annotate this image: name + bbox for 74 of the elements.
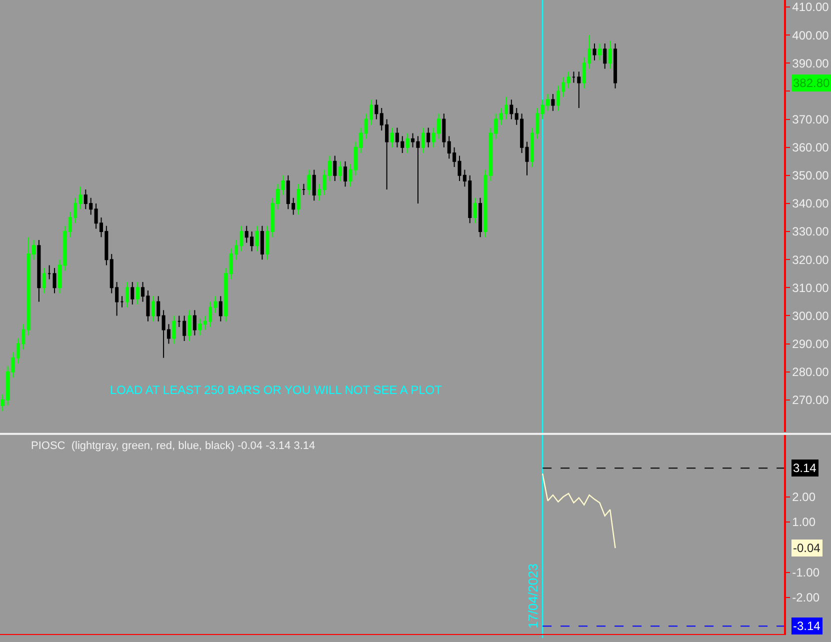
candlestick: [426, 127, 430, 148]
y-tick-label: 370.00: [792, 112, 830, 126]
candlestick: [348, 164, 352, 188]
candlestick: [484, 169, 488, 238]
candlestick: [37, 239, 41, 302]
candlestick: [125, 282, 129, 308]
candlestick: [42, 268, 46, 294]
ref-line-label: -3.14: [793, 619, 821, 633]
candlestick: [224, 268, 228, 322]
candlestick: [551, 94, 555, 112]
candlestick: [302, 183, 306, 196]
y-tick-label: 330.00: [792, 224, 830, 239]
y-tick-label: 310.00: [792, 280, 830, 295]
y-tick-label: 280.00: [792, 365, 830, 380]
candlestick: [307, 169, 311, 196]
candlestick: [406, 132, 410, 154]
candlestick: [374, 99, 378, 120]
y-tick-label: 360.00: [792, 140, 830, 155]
text: -0.04: [793, 541, 821, 555]
line-series: [542, 473, 616, 549]
candlestick: [136, 282, 140, 306]
y-tick-label: -1.00: [792, 565, 820, 580]
y-tick-label: 290.00: [792, 337, 830, 351]
candlestick: [577, 71, 581, 109]
candlestick: [603, 43, 607, 70]
candlestick: [151, 296, 155, 322]
y-tick-label: 2.00: [792, 490, 816, 504]
y-tick-label: 350.00: [792, 168, 830, 183]
y-tick-label: -2.00: [792, 590, 820, 605]
y-tick-label: 340.00: [792, 196, 830, 211]
candlestick: [120, 296, 124, 308]
candlestick: [390, 127, 394, 148]
candlestick: [192, 310, 196, 336]
candlestick: [188, 310, 192, 342]
candlestick: [255, 225, 259, 252]
y-tick-label: 320.00: [792, 252, 830, 267]
y-tick-label: 400.00: [792, 28, 830, 42]
candlestick: [177, 315, 181, 328]
candlestick: [608, 40, 612, 70]
candlestick: [172, 315, 176, 344]
y-tick-label: 300.00: [792, 308, 830, 323]
candlestick: [572, 71, 576, 84]
annotation: 17/04/2023: [526, 563, 541, 629]
candlestick: [421, 127, 425, 154]
candlestick: [52, 268, 56, 294]
candlestick: [130, 282, 134, 306]
y-tick-label: 1.00: [792, 515, 816, 530]
ref-line-label: 3.14: [793, 461, 817, 475]
chart-title: PIOSC (lightgray, green, red, blue, black) -0.04 -3.14 3.14: [31, 440, 316, 452]
candlestick: [473, 197, 477, 224]
candlestick: [296, 183, 300, 216]
candlestick: [333, 155, 337, 182]
candlestick: [344, 160, 348, 188]
candlestick: [182, 315, 186, 342]
candlestick: [478, 197, 482, 238]
candlestick: [156, 296, 160, 322]
y-tick-label: 270.00: [792, 393, 830, 408]
candlestick: [312, 169, 316, 202]
y-tick-label: 410.00: [792, 0, 830, 14]
candlestick: [613, 43, 618, 89]
annotation: LOAD AT LEAST 250 BARS OR YOU WILL NOT SEE A PLOT: [110, 383, 443, 397]
text: 382.80: [793, 76, 830, 90]
candlestick: [48, 264, 52, 280]
candlestick: [198, 318, 202, 336]
candlestick: [260, 225, 264, 260]
candlestick: [218, 296, 222, 322]
candlestick: [598, 43, 602, 61]
candlestick: [442, 113, 446, 148]
candlestick: [566, 71, 570, 89]
candlestick: [338, 160, 342, 182]
candlestick: [266, 225, 270, 260]
candlestick: [510, 99, 514, 120]
candlestick: [592, 43, 596, 61]
y-tick-label: 390.00: [792, 56, 830, 70]
